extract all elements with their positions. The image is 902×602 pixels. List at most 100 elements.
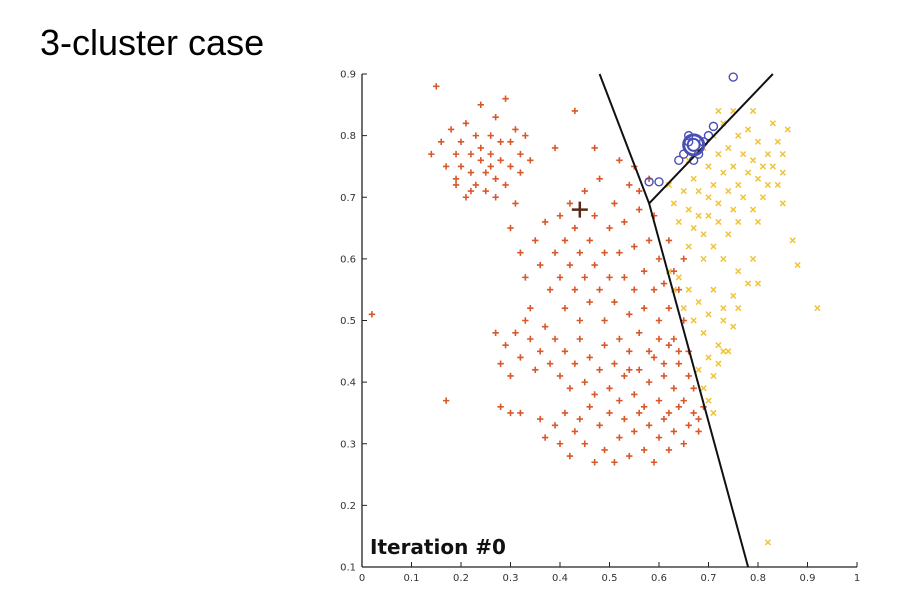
cluster-1-point — [586, 354, 593, 361]
cluster-1-point — [645, 237, 653, 244]
cluster-2-point — [715, 218, 722, 226]
cluster-1-point — [566, 385, 574, 392]
cluster-1-point — [487, 163, 494, 170]
cluster-1-point — [566, 200, 574, 207]
cluster-1-point — [591, 391, 598, 398]
cluster-3-point — [703, 130, 714, 141]
cluster-1-point — [527, 304, 534, 312]
cluster-2-point — [675, 274, 682, 281]
cluster-1-point — [655, 434, 663, 441]
cluster-1-point — [621, 415, 628, 423]
cluster-2-point — [779, 200, 786, 207]
cluster-1-point — [581, 440, 588, 447]
cluster-1-point — [497, 138, 504, 145]
x-tick-label: 0.6 — [651, 573, 667, 584]
cluster-2-point — [725, 348, 732, 355]
cluster-1-point — [556, 212, 564, 219]
cluster-1-point — [626, 452, 633, 460]
cluster-1-point — [561, 304, 569, 312]
cluster-1-point — [571, 360, 579, 367]
cluster-2-point — [740, 194, 747, 201]
cluster-2-point — [789, 237, 796, 244]
cluster-2-point — [690, 224, 697, 232]
cluster-2-point — [754, 175, 762, 182]
cluster-1-point — [650, 354, 658, 361]
cluster-1-point — [522, 132, 529, 139]
cluster-1-point — [497, 157, 504, 164]
cluster-1-point — [566, 452, 574, 460]
cluster-1-point — [537, 348, 544, 355]
cluster-1-point — [626, 366, 633, 373]
cluster-1-point — [487, 132, 494, 139]
cluster-1-point — [670, 385, 678, 392]
cluster-2-point — [705, 163, 712, 170]
cluster-1-point — [477, 101, 484, 109]
cluster-2-point — [705, 212, 712, 219]
cluster-2-point — [749, 206, 757, 213]
cluster-2-point — [814, 305, 821, 312]
cluster-1-point — [571, 428, 579, 435]
cluster-2-point — [710, 409, 717, 417]
cluster-2-point — [735, 305, 742, 312]
cluster-1-point — [452, 175, 460, 182]
cluster-1-point — [695, 428, 702, 435]
cluster-1-point — [596, 175, 603, 182]
cluster-1-point — [611, 200, 618, 207]
cluster-1-point — [616, 397, 623, 404]
centroids — [571, 133, 706, 218]
cluster-1-point — [606, 274, 613, 281]
cluster-2-point — [749, 255, 757, 263]
y-tick-label: 0.9 — [340, 70, 356, 81]
cluster-1-point — [492, 113, 499, 121]
cluster-1-point — [507, 163, 514, 170]
cluster-1-point — [447, 126, 455, 133]
cluster-2-point — [700, 255, 707, 263]
cluster-1-point — [541, 218, 549, 226]
cluster-1-point — [675, 403, 682, 410]
cluster-1-point — [690, 385, 697, 392]
cluster-1-point — [442, 397, 450, 404]
cluster-1-point — [640, 403, 648, 410]
cluster-2-point — [769, 120, 776, 127]
cluster-2-point — [744, 126, 752, 133]
cluster-2-point — [735, 132, 742, 139]
cluster-1-point — [502, 95, 509, 102]
cluster-1-point — [601, 249, 608, 256]
cluster-1-point — [695, 415, 702, 423]
cluster-1-point — [626, 348, 633, 355]
cluster-1-point — [532, 237, 539, 244]
cluster-2-point — [685, 206, 692, 213]
cluster-2-point — [695, 212, 702, 219]
cluster-3-point — [674, 155, 684, 165]
cluster-1-point — [487, 150, 494, 158]
x-tick-label: 0.7 — [701, 573, 717, 584]
cluster-1-point — [492, 175, 499, 182]
cluster-1-point — [527, 335, 534, 343]
cluster-1-point — [611, 298, 618, 306]
y-tick-label: 0.8 — [340, 131, 356, 142]
cluster-2-point — [715, 342, 722, 349]
cluster-1-point — [428, 150, 435, 158]
cluster-1-point — [685, 372, 692, 380]
cluster-1-point — [631, 391, 638, 398]
cluster-2-point — [710, 243, 717, 250]
cluster-1-point — [665, 409, 673, 417]
cluster-1-point — [576, 415, 583, 423]
cluster-1-point — [517, 409, 524, 417]
cluster-1-point — [462, 194, 470, 201]
cluster-1-point — [601, 446, 608, 454]
centroid-1-marker — [571, 201, 588, 218]
cluster-1-point — [541, 323, 549, 330]
cluster-1-point — [462, 120, 470, 127]
cluster-2-point — [740, 150, 747, 158]
cluster-2-point — [685, 286, 692, 293]
cluster-1-point — [645, 348, 653, 355]
cluster-1-point — [636, 366, 643, 373]
cluster-1-point — [665, 446, 673, 454]
cluster-2-point — [715, 150, 722, 158]
cluster-3-point — [644, 177, 654, 187]
cluster-1-point — [561, 409, 569, 417]
cluster-1-point — [442, 163, 450, 170]
cluster-1-point — [517, 169, 524, 176]
cluster-1-point — [660, 280, 668, 287]
